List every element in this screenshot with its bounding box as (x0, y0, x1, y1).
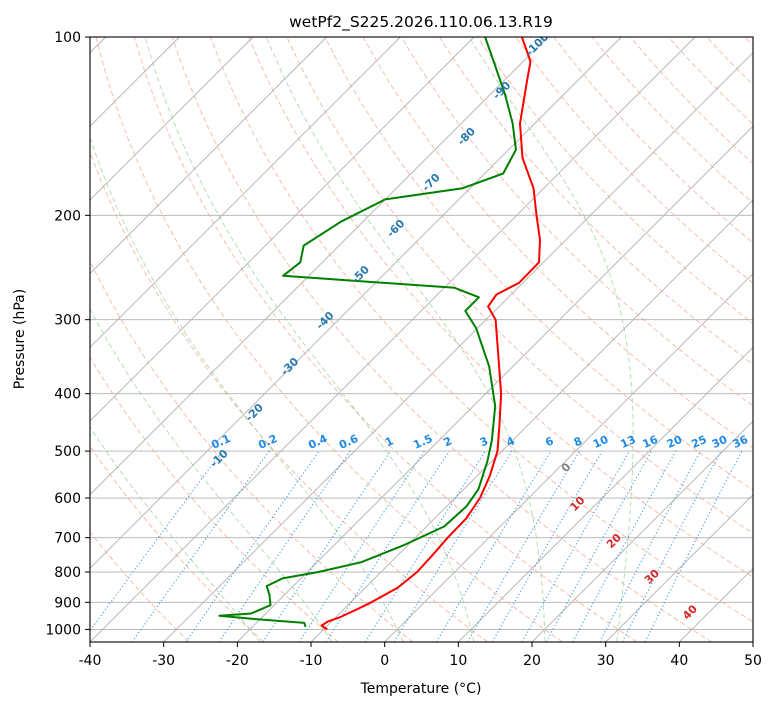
mixing-ratio-line (644, 450, 743, 642)
isotherm-line (90, 37, 327, 275)
isotherm-line (90, 37, 401, 348)
plot-frame (89, 36, 754, 643)
mixing-ratio-line (90, 450, 223, 632)
x-axis: -40 -30 -20 -10 0 10 20 30 40 50 (79, 642, 762, 669)
dry-adiabat-line (90, 445, 264, 642)
x-tick-label: 30 (597, 653, 615, 669)
y-tick-label: 700 (54, 531, 81, 547)
chart-title: wetPf2_S225.2026.110.06.13.R19 (289, 13, 553, 32)
isotherm-line (90, 37, 475, 422)
x-tick-label: -30 (152, 653, 175, 669)
dry-adiabat-line (90, 150, 488, 642)
x-tick-label: 10 (449, 653, 467, 669)
isotherm-line (90, 37, 548, 496)
mixing-ratio-line (262, 450, 392, 642)
isotherm-line (90, 37, 254, 201)
isotherm-line (605, 494, 753, 642)
isotherm-line (237, 125, 753, 642)
mixing-ratio-label: 16 (641, 433, 661, 451)
x-tick-label: 40 (670, 653, 688, 669)
x-axis-title: Temperature (°C) (360, 681, 482, 697)
x-tick-label: 20 (523, 653, 541, 669)
dry-adiabat-line (95, 37, 563, 642)
y-tick-label: 300 (54, 313, 81, 329)
x-tick-label: 50 (744, 653, 762, 669)
y-axis-title: Pressure (hPa) (12, 289, 28, 389)
y-tick-label: 900 (54, 595, 81, 611)
y-tick-label: 200 (54, 208, 81, 224)
mixing-ratio-line (621, 450, 722, 642)
temperature-profile-line (320, 37, 541, 631)
mixing-ratio-line (491, 450, 603, 642)
moist-adiabat-line (90, 308, 333, 642)
dry-adiabat-line (515, 37, 753, 284)
mixing-ratio-line (599, 450, 701, 642)
y-tick-label: 500 (54, 444, 81, 460)
isotherm-line (163, 52, 753, 642)
mixing-ratio-label: 20 (665, 433, 685, 451)
x-tick-label: -10 (300, 653, 323, 669)
x-tick-label: -40 (79, 653, 102, 669)
mixing-ratio-label: 30 (710, 433, 730, 451)
moist-adiabat-line (266, 37, 546, 642)
dry-adiabat-line (400, 37, 753, 407)
dry-adiabat-line (90, 531, 190, 642)
y-tick-label: 600 (54, 491, 81, 507)
mixing-ratio-label: 36 (731, 433, 751, 451)
isotherm-line (90, 37, 696, 642)
moist-adiabat-line (90, 135, 404, 642)
x-tick-label: 0 (380, 653, 389, 669)
y-tick-label: 400 (54, 387, 81, 403)
mixing-ratio-line (393, 450, 513, 642)
mixing-ratio-label: 13 (618, 433, 637, 451)
y-tick-label: 1000 (45, 622, 81, 638)
y-axis: 100 200 300 400 500 600 700 800 900 1000 (45, 30, 90, 638)
isotherm-line (458, 346, 753, 642)
dry-adiabat-line (324, 37, 753, 491)
dry-adiabat-line (133, 37, 638, 642)
mixing-ratio-label: 25 (689, 433, 708, 451)
dry-adiabat-line (248, 37, 753, 578)
mixing-ratio-line (467, 450, 580, 642)
dewpoint-profile-line (218, 37, 517, 628)
mixing-ratio-line (131, 450, 270, 642)
y-tick-label: 800 (54, 565, 81, 581)
isotherm-line (384, 273, 753, 642)
dry-adiabat-line (439, 37, 753, 365)
mixing-ratio-label: 10 (591, 433, 611, 451)
reference-lines-layer (90, 37, 753, 642)
moist-adiabat-line (468, 37, 634, 642)
moist-adiabat-line (144, 37, 475, 642)
grid-layer (90, 37, 753, 642)
mixing-ratio-line (435, 450, 552, 642)
dry-adiabat-line (171, 37, 712, 642)
mixing-ratio-line (218, 450, 351, 642)
y-tick-label: 100 (54, 30, 81, 46)
isotherm-line (531, 420, 753, 642)
dry-adiabat-line (90, 356, 339, 642)
series-layer (218, 37, 541, 631)
dry-adiabat-line (90, 259, 414, 642)
x-tick-label: -20 (226, 653, 249, 669)
